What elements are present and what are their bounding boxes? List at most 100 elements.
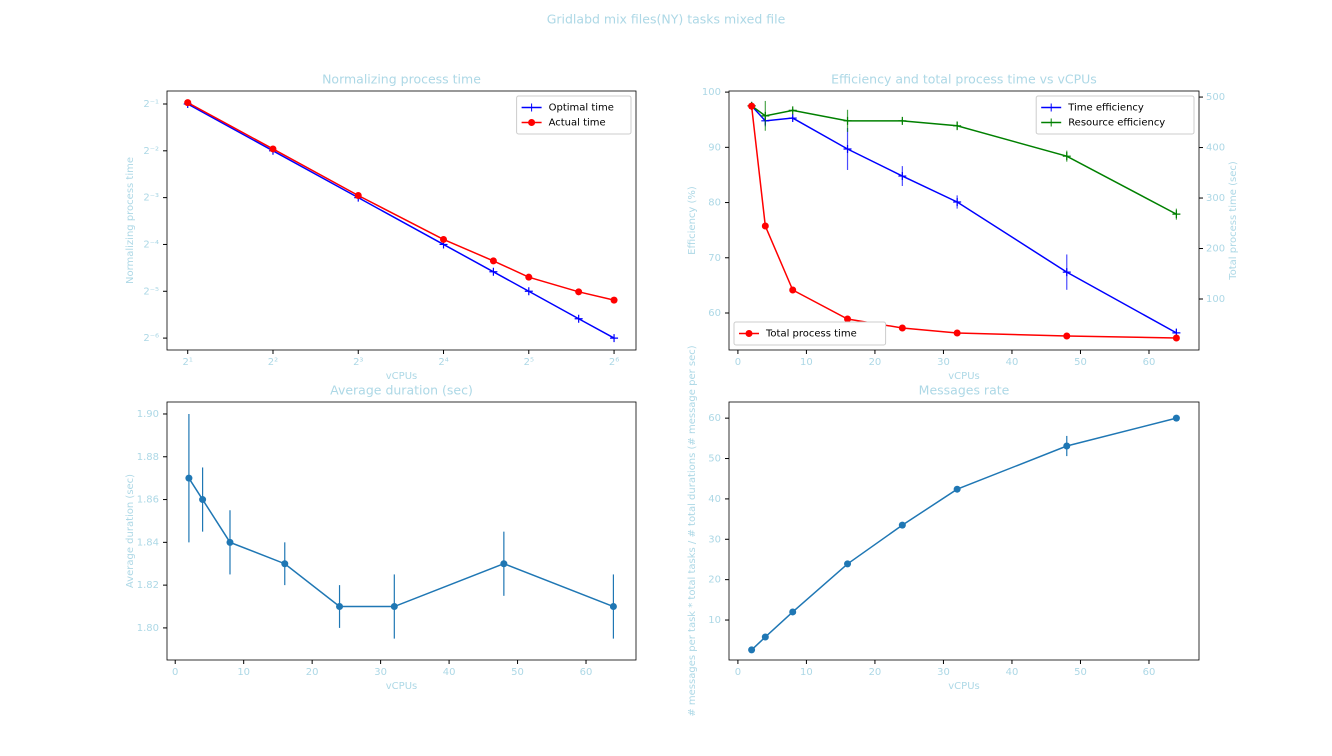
y-tick-label: 40 bbox=[708, 494, 721, 505]
y-tick-label: 10 bbox=[708, 615, 721, 626]
legend-label: Total process time bbox=[765, 329, 857, 340]
axes-frame bbox=[166, 401, 637, 661]
series-line bbox=[750, 106, 1177, 339]
y-axis-label: Efficiency (%) bbox=[687, 186, 698, 255]
x-tick-label: 40 bbox=[443, 667, 456, 678]
x-tick-label: 0 bbox=[172, 667, 178, 678]
y2-tick-label: 100 bbox=[1206, 294, 1225, 305]
legend-box bbox=[733, 321, 887, 346]
marker bbox=[953, 121, 962, 130]
y-tick-label: 2⁻² bbox=[143, 146, 159, 157]
x-tick-label: 60 bbox=[1143, 357, 1156, 368]
x-tick-label: 0 bbox=[735, 667, 741, 678]
y-tick-label: 60 bbox=[708, 308, 721, 319]
marker bbox=[788, 114, 797, 123]
x-axis-label: vCPUs bbox=[386, 681, 417, 692]
marker bbox=[789, 608, 797, 616]
series-line bbox=[187, 103, 615, 339]
marker bbox=[184, 99, 192, 107]
axes-frame bbox=[166, 90, 637, 351]
axis-title: Normalizing process time bbox=[322, 72, 481, 87]
x-tick-label: 10 bbox=[237, 667, 250, 678]
y-tick-label: 2⁻⁶ bbox=[143, 333, 159, 344]
y-tick-label: 1.88 bbox=[137, 452, 159, 463]
axis-title: Messages rate bbox=[919, 383, 1010, 398]
series-line bbox=[751, 105, 1177, 334]
y-tick-label: 2⁻¹ bbox=[143, 99, 159, 110]
x-tick-label: 2¹ bbox=[183, 357, 193, 368]
y-tick-label: 1.84 bbox=[137, 537, 159, 548]
marker bbox=[898, 324, 906, 332]
legend-marker bbox=[1047, 103, 1056, 112]
marker bbox=[524, 287, 533, 296]
marker bbox=[953, 329, 961, 337]
y-axis-label: # messages per task * total tasks / # to… bbox=[687, 345, 698, 716]
y-tick-label: 2⁻⁴ bbox=[143, 239, 159, 250]
x-tick-label: 20 bbox=[306, 667, 319, 678]
marker bbox=[843, 144, 852, 153]
y-tick-label: 1.80 bbox=[137, 623, 159, 634]
marker bbox=[843, 116, 852, 125]
legend-marker bbox=[527, 103, 536, 112]
marker bbox=[1062, 268, 1071, 277]
legend-label: Optimal time bbox=[549, 103, 614, 114]
y2-tick-label: 300 bbox=[1206, 193, 1225, 204]
x-tick-label: 20 bbox=[869, 357, 882, 368]
legend-marker bbox=[745, 330, 753, 337]
marker bbox=[953, 485, 961, 493]
marker bbox=[844, 315, 852, 323]
y-tick-label: 20 bbox=[708, 575, 721, 586]
marker bbox=[199, 496, 207, 504]
x-tick-label: 60 bbox=[1143, 667, 1156, 678]
x-tick-label: 2² bbox=[268, 357, 278, 368]
x-tick-label: 40 bbox=[1006, 667, 1019, 678]
marker bbox=[761, 111, 770, 120]
marker bbox=[226, 538, 234, 546]
marker bbox=[609, 603, 617, 611]
legend-label: Resource efficiency bbox=[1068, 118, 1165, 129]
marker bbox=[789, 286, 797, 294]
marker bbox=[336, 603, 344, 611]
y2-tick-label: 200 bbox=[1206, 244, 1225, 255]
marker bbox=[898, 116, 907, 125]
x-tick-label: 0 bbox=[735, 357, 741, 368]
x-tick-label: 10 bbox=[800, 357, 813, 368]
marker bbox=[500, 560, 508, 568]
marker bbox=[1062, 152, 1071, 161]
marker bbox=[440, 235, 448, 243]
axes-frame bbox=[728, 90, 1200, 351]
marker bbox=[610, 334, 619, 343]
marker bbox=[844, 560, 852, 568]
marker bbox=[1172, 210, 1181, 219]
x-tick-label: 50 bbox=[511, 667, 524, 678]
series-line bbox=[751, 417, 1177, 651]
x-tick-label: 60 bbox=[580, 667, 593, 678]
x-tick-label: 50 bbox=[1074, 357, 1087, 368]
y-tick-label: 1.90 bbox=[137, 409, 159, 420]
marker bbox=[185, 474, 193, 482]
x-tick-label: 10 bbox=[800, 667, 813, 678]
series-line bbox=[188, 477, 614, 608]
x-tick-label: 40 bbox=[1006, 357, 1019, 368]
marker bbox=[761, 222, 769, 230]
legend-box bbox=[516, 95, 632, 135]
marker bbox=[748, 646, 756, 654]
marker bbox=[525, 273, 533, 281]
marker bbox=[489, 267, 498, 276]
y-tick-label: 2⁻³ bbox=[143, 193, 159, 204]
marker bbox=[575, 288, 583, 296]
x-tick-label: 2⁶ bbox=[609, 357, 619, 368]
marker bbox=[748, 102, 756, 110]
x-tick-label: 2³ bbox=[353, 357, 363, 368]
y-tick-label: 80 bbox=[708, 198, 721, 209]
y-tick-label: 1.86 bbox=[137, 495, 159, 506]
y-tick-label: 30 bbox=[708, 534, 721, 545]
x-tick-label: 50 bbox=[1074, 667, 1087, 678]
marker bbox=[898, 172, 907, 181]
marker bbox=[610, 296, 618, 304]
y-axis-label: Average duration (sec) bbox=[125, 474, 136, 588]
marker bbox=[354, 192, 362, 200]
marker bbox=[953, 198, 962, 206]
marker bbox=[761, 633, 769, 641]
